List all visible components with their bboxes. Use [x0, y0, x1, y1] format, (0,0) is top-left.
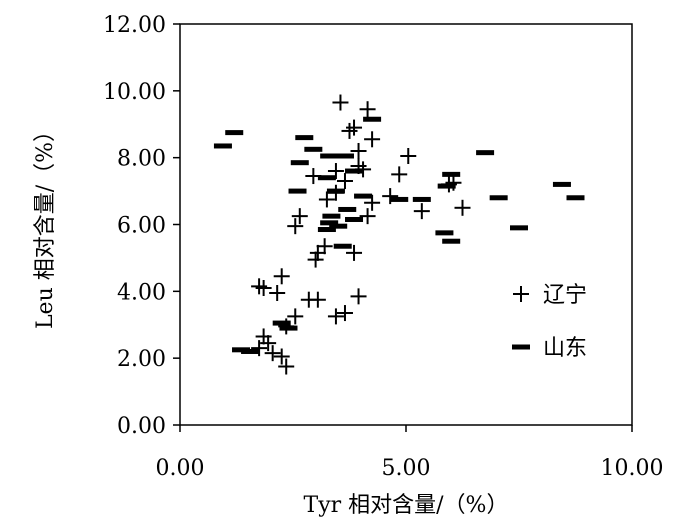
data-point-shandong — [510, 225, 528, 231]
legend-marker-shandong — [512, 344, 530, 350]
y-axis-title: Leu 相对含量/（%） — [33, 120, 58, 329]
data-point-shandong — [317, 227, 336, 233]
data-point-shandong — [213, 143, 232, 149]
data-point-shandong — [476, 150, 495, 156]
data-point-liaoning — [364, 131, 381, 148]
data-point-liaoning — [255, 279, 272, 296]
data-point-liaoning — [327, 308, 344, 325]
data-point-shandong — [435, 230, 454, 236]
data-point-shandong — [345, 216, 364, 222]
data-point-shandong — [333, 243, 352, 249]
x-tick-label: 10.00 — [601, 456, 664, 481]
data-point-liaoning — [336, 173, 353, 190]
data-point-liaoning — [307, 251, 324, 268]
plot-area-frame — [179, 23, 633, 426]
x-tick-label: 5.00 — [382, 456, 431, 481]
data-point-liaoning — [350, 142, 367, 159]
data-point-liaoning — [273, 348, 290, 365]
data-point-shandong — [304, 146, 323, 152]
data-point-liaoning — [336, 305, 353, 322]
data-point-liaoning — [346, 119, 363, 136]
data-point-shandong — [442, 238, 461, 244]
y-tick-label: 4.00 — [117, 280, 166, 305]
legend-label: 山东 — [543, 336, 587, 361]
data-point-shandong — [320, 220, 339, 226]
data-point-shandong — [338, 206, 357, 212]
data-point-liaoning — [359, 101, 376, 118]
y-tick-label: 0.00 — [117, 414, 166, 439]
y-tick-label: 6.00 — [117, 214, 166, 239]
data-point-liaoning — [309, 291, 326, 308]
data-point-shandong — [322, 213, 341, 219]
data-point-shandong — [412, 196, 431, 202]
data-point-shandong — [317, 175, 336, 181]
data-point-shandong — [326, 188, 345, 194]
data-point-shandong — [552, 181, 571, 187]
data-point-shandong — [354, 193, 373, 199]
data-point-shandong — [442, 171, 461, 177]
data-point-liaoning — [251, 278, 268, 295]
data-point-liaoning — [382, 188, 399, 205]
data-point-liaoning — [359, 208, 376, 225]
data-point-shandong — [295, 135, 314, 141]
data-point-liaoning — [255, 328, 272, 345]
data-point-shandong — [279, 325, 298, 331]
data-point-liaoning — [264, 345, 281, 362]
data-point-liaoning — [364, 194, 381, 211]
data-point-shandong — [320, 153, 339, 159]
x-tick-label: 0.00 — [156, 456, 205, 481]
data-point-liaoning — [309, 244, 326, 261]
data-point-shandong — [566, 195, 585, 201]
data-point-liaoning — [327, 163, 344, 180]
y-tick-label: 8.00 — [117, 147, 166, 172]
data-point-liaoning — [332, 94, 349, 111]
data-point-shandong — [363, 116, 382, 122]
data-point-liaoning — [318, 191, 335, 208]
data-point-shandong — [390, 196, 409, 202]
data-point-liaoning — [287, 308, 304, 325]
data-point-shandong — [329, 223, 348, 229]
data-point-shandong — [288, 188, 307, 194]
data-point-shandong — [225, 130, 244, 136]
data-point-liaoning — [413, 203, 430, 220]
data-point-liaoning — [251, 340, 268, 357]
data-point-liaoning — [316, 238, 333, 255]
data-point-shandong — [241, 348, 260, 354]
data-point-liaoning — [350, 288, 367, 305]
data-point-liaoning — [341, 122, 358, 139]
data-point-liaoning — [273, 268, 290, 285]
data-point-shandong — [272, 320, 291, 326]
data-point-liaoning — [400, 147, 417, 164]
data-point-shandong — [437, 183, 456, 189]
data-point-shandong — [232, 347, 251, 353]
data-point-liaoning — [260, 335, 277, 352]
data-point-shandong — [345, 168, 364, 174]
x-axis-title: Tyr 相对含量/（%） — [304, 493, 509, 518]
data-point-liaoning — [291, 208, 308, 225]
data-point-shandong — [489, 195, 508, 201]
data-point-liaoning — [454, 199, 471, 216]
data-point-liaoning — [287, 218, 304, 235]
y-tick-label: 10.00 — [103, 80, 166, 105]
data-point-liaoning — [269, 285, 286, 302]
data-point-liaoning — [278, 358, 295, 375]
y-tick-label: 12.00 — [103, 13, 166, 38]
data-point-shandong — [290, 160, 309, 166]
data-point-liaoning — [346, 244, 363, 261]
data-point-liaoning — [391, 166, 408, 183]
legend-marker-liaoning — [513, 286, 529, 302]
data-point-shandong — [335, 153, 354, 159]
legend-label: 辽宁 — [543, 283, 587, 308]
y-tick-label: 2.00 — [117, 347, 166, 372]
